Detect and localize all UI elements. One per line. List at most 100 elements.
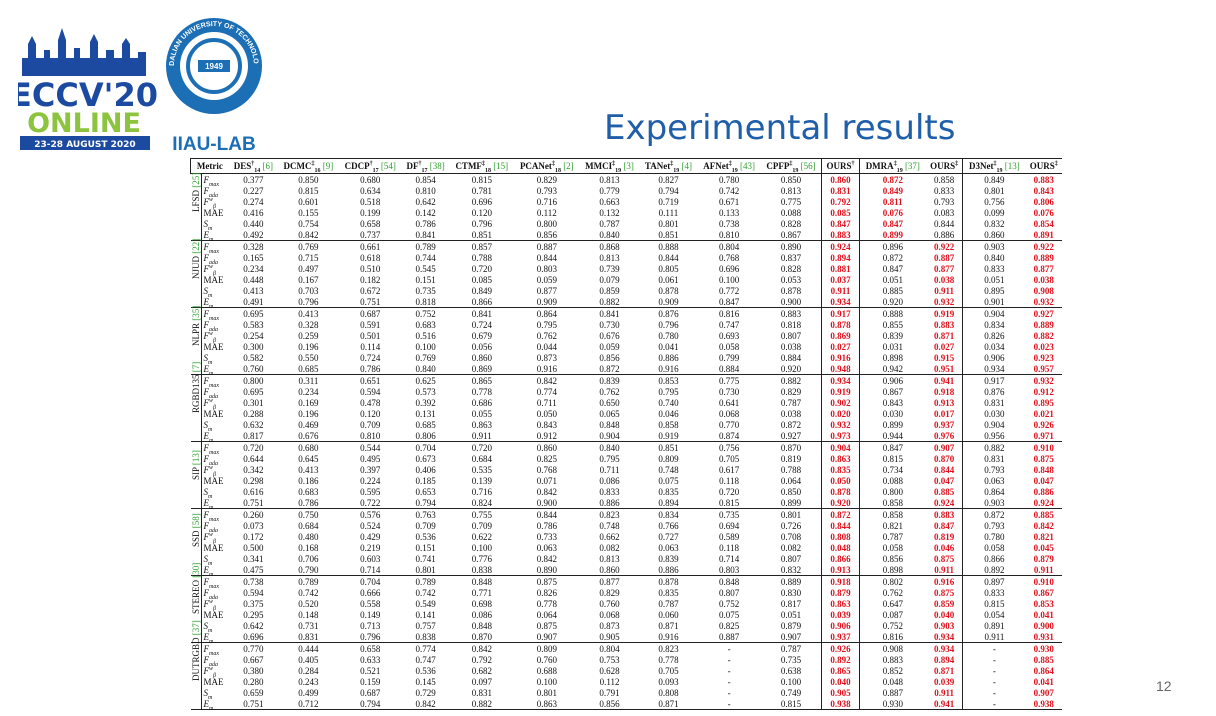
value-cell: 0.876	[962, 386, 1026, 397]
value-cell: 0.444	[277, 642, 339, 654]
value-cell: 0.801	[658, 218, 679, 229]
value-cell: 0.847	[718, 296, 740, 307]
metric-symbol: F	[203, 308, 210, 319]
value-cell: 0.219	[360, 542, 381, 553]
value-cell: 0.794	[658, 185, 679, 196]
value-cell: 0.934	[925, 642, 963, 654]
value-cell: 0.803	[536, 263, 557, 274]
emblem	[186, 38, 242, 94]
value-cell: 0.810	[718, 229, 740, 240]
value-cell: 0.910	[1025, 575, 1062, 587]
value-cell: 0.875	[1033, 453, 1054, 464]
metric-sub: ada	[209, 661, 218, 668]
value-cell: 0.878	[821, 486, 860, 497]
metric-cell: Sm	[200, 218, 229, 231]
metric-symbol: S	[203, 553, 209, 564]
lab: IIAU-LAB	[172, 134, 255, 155]
column-header: DES†14 [6]	[228, 158, 278, 174]
value-cell: 0.920	[858, 296, 926, 308]
value-cell: 0.882	[962, 441, 1026, 453]
value-cell: 0.853	[1033, 598, 1054, 609]
value-cell: 0.063	[658, 542, 679, 553]
value-cell: 0.851	[471, 229, 492, 240]
metric-cell: Fwβ	[200, 598, 229, 611]
method-name: TANet	[644, 161, 671, 171]
metric-symbol: MAE	[203, 475, 224, 486]
group-name: DUTRGBD	[190, 637, 201, 681]
value-cell: 0.924	[933, 497, 955, 508]
value-cell: 0.909	[658, 296, 679, 307]
metric-cell: Fwβ	[200, 531, 229, 544]
value-cell: 0.878	[658, 285, 679, 296]
metric-symbol: F	[203, 453, 210, 464]
value-cell: 0.501	[360, 330, 381, 341]
value-cell: 0.616	[243, 486, 264, 497]
value-cell: 0.786	[360, 363, 381, 374]
value-cell: 0.742	[415, 587, 436, 598]
value-cell: 0.878	[821, 319, 860, 330]
value-cell: 0.831	[471, 687, 492, 698]
value-cell: 0.813	[599, 252, 620, 263]
metric-symbol: E	[203, 296, 210, 307]
metric-sub: β	[213, 471, 217, 478]
value-cell: 0.859	[933, 598, 955, 609]
method-name: OURS	[930, 161, 956, 171]
value-cell: 0.706	[298, 553, 319, 564]
value-cell: 0.760	[536, 654, 557, 665]
value-cell: 0.075	[718, 609, 740, 620]
value-cell: 0.059	[536, 274, 557, 285]
metric-symbol: F	[203, 665, 210, 676]
value-cell: -	[962, 698, 1026, 710]
value-cell: 0.780	[658, 330, 679, 341]
value-cell: 0.666	[360, 587, 381, 598]
method-ref: [6]	[262, 161, 274, 171]
metric-symbol: F	[203, 520, 210, 531]
data-row: Fwβ 0.172 0.480 0.429 0.536 0.622 0.733 0.662 0.…	[191, 531, 1063, 544]
value-cell: 0.234	[243, 263, 264, 274]
value-cell: 0.843	[1033, 185, 1054, 196]
value-cell: -	[727, 665, 731, 676]
value-cell: 0.757	[415, 620, 436, 631]
value-cell: 0.380	[243, 665, 264, 676]
value-cell: 0.801	[962, 185, 1026, 196]
value-cell: 0.328	[298, 319, 319, 330]
value-cell: 0.856	[536, 229, 557, 240]
method-name: MMCI	[585, 161, 613, 171]
value-cell: 0.521	[360, 665, 381, 676]
value-cell: 0.827	[639, 173, 698, 185]
value-cell: 0.882	[599, 296, 620, 307]
value-cell: 0.719	[658, 196, 679, 207]
value-cell: 0.908	[1033, 285, 1054, 296]
value-cell: 0.709	[415, 520, 436, 531]
value-cell: 0.087	[858, 609, 926, 620]
value-cell: 0.866	[471, 296, 492, 307]
method-year: 19	[673, 167, 680, 174]
metric-cell: MAE	[200, 542, 229, 553]
value-cell: 0.839	[658, 553, 679, 564]
value-cell: 0.085	[471, 274, 492, 285]
value-cell: 0.934	[821, 374, 860, 386]
value-cell: 0.151	[415, 542, 436, 553]
column-header: DMRA‡19 [37]	[858, 158, 926, 174]
method-name: DF	[406, 161, 419, 171]
value-cell: 0.889	[760, 575, 822, 587]
value-cell: 0.186	[298, 475, 319, 486]
data-row: Fada 0.667 0.405 0.633 0.747 0.792 0.760 0.753 0…	[191, 654, 1063, 668]
data-row: NLPR [35] Fmax 0.695 0.413 0.687 0.752 0.841 0.…	[190, 306, 1062, 375]
value-cell: 0.772	[718, 285, 740, 296]
column-header: DCMC‡16 [9]	[277, 158, 339, 174]
value-cell: 0.856	[599, 698, 620, 709]
value-cell: 0.844	[514, 508, 580, 520]
value-cell: 0.720	[228, 441, 278, 453]
method-year: 19	[896, 167, 903, 174]
value-cell: 0.840	[599, 229, 620, 240]
value-cell: 0.711	[536, 397, 557, 408]
value-cell: 0.405	[298, 654, 319, 665]
column-header: OURS†	[821, 158, 860, 174]
value-cell: 0.722	[360, 497, 381, 508]
data-row: Em 0.817 0.676 0.810 0.806 0.911 0.912 0.904 0.9…	[191, 430, 1063, 443]
value-cell: 0.703	[298, 285, 319, 296]
data-row: DUTRGBD [37] Fmax 0.770 0.444 0.658 0.774 0.84…	[190, 620, 1062, 710]
value-cell: 0.942	[858, 363, 926, 375]
value-cell: 0.833	[933, 185, 955, 196]
